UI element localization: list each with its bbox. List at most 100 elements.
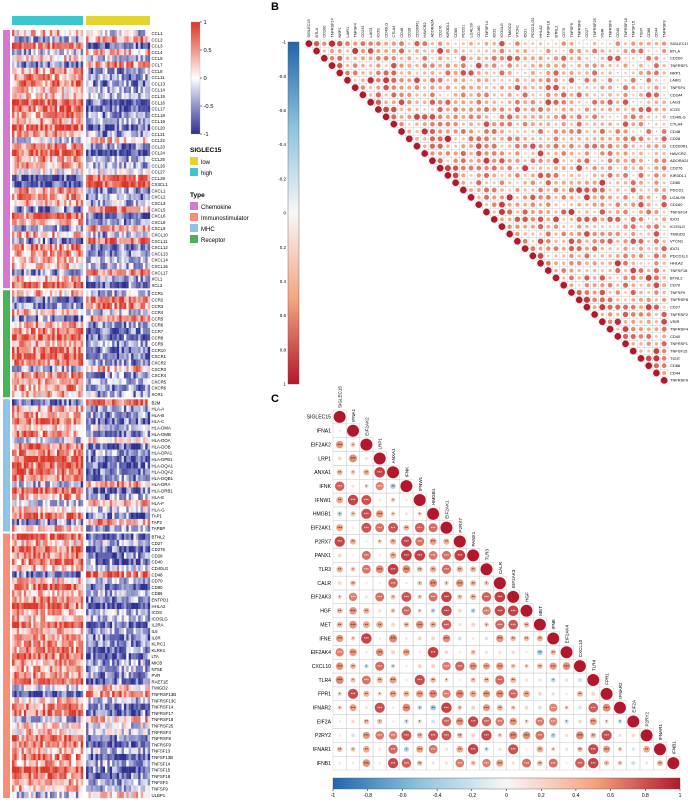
b-colorbar-tick-label: 0.8 — [280, 347, 287, 352]
svg-text:**: ** — [391, 553, 395, 558]
b-dots: * * * * * * * * * * * * * * * * — [305, 40, 668, 384]
svg-text:**: ** — [405, 622, 409, 627]
c-colorbar-tick-label: 0.6 — [607, 793, 614, 799]
c-gene-label-diag: IFNAR1 — [658, 724, 663, 741]
svg-text:*: * — [472, 650, 474, 655]
svg-text:*: * — [419, 512, 421, 517]
svg-text:**: ** — [512, 678, 516, 683]
svg-text:*: * — [352, 442, 354, 447]
b-gene-label-top: CD70 — [562, 28, 566, 38]
panel-b-label: B — [271, 1, 279, 13]
a-legend-type-title: Type — [190, 192, 205, 199]
svg-text:*: * — [606, 761, 608, 766]
a-legend-item-label: Receptor — [201, 238, 225, 244]
svg-text:***: *** — [431, 525, 436, 530]
svg-text:*: * — [486, 622, 488, 627]
b-gene-label-top: CD200R1 — [415, 21, 419, 38]
svg-text:***: *** — [444, 733, 449, 738]
a-gene-label: CCR6 — [152, 323, 164, 328]
svg-text:***: *** — [457, 692, 462, 697]
c-gene-label: HMGB1 — [313, 512, 331, 518]
svg-text:***: *** — [564, 664, 569, 669]
c-gene-label: IFNA1 — [317, 429, 332, 435]
b-gene-label: CD86 — [670, 363, 681, 368]
a-gene-label: TNFSF9 — [152, 786, 169, 791]
a-gene-label: TNFSF15 — [152, 768, 171, 773]
a-gene-label: CD48 — [152, 572, 164, 577]
b-gene-label: TNFSF15 — [670, 348, 688, 353]
b-gene-label-top: CD244 — [361, 26, 365, 38]
a-gene-label: HLA-DQA1 — [152, 463, 174, 468]
svg-text:***: *** — [591, 761, 596, 766]
a-gene-label: CXCR6 — [152, 386, 167, 391]
a-gene-label: CCL3 — [152, 44, 164, 49]
c-labels: SIGLEC15 SIGLEC15 IFNA1 IFNA1 EIF2AK2 EIF2AK2… — [307, 386, 677, 767]
a-gene-label: IL6R — [152, 635, 161, 640]
svg-text:***: *** — [551, 664, 556, 669]
svg-text:***: *** — [377, 650, 382, 655]
svg-text:**: ** — [472, 581, 476, 586]
b-gene-label-top: CD200 — [323, 26, 327, 38]
c-gene-label-diag: HMGB1 — [431, 488, 436, 505]
svg-text:*: * — [619, 747, 621, 752]
a-gene-label: HLA-DQA2 — [152, 470, 174, 475]
svg-text:**: ** — [431, 567, 435, 572]
svg-text:***: *** — [364, 733, 369, 738]
a-gene-label: PVR — [152, 673, 161, 678]
b-gene-label: VSIR — [670, 319, 679, 324]
b-gene-label: CD70 — [670, 283, 681, 288]
b-gene-label: TNFSF18 — [670, 268, 688, 273]
c-colorbar-tick-label: 0 — [505, 793, 508, 799]
svg-text:***: *** — [391, 636, 396, 641]
a-gene-label: CXCL5 — [152, 207, 166, 212]
a-gene-label: TNFRSF4 — [152, 730, 172, 735]
b-gene-label-top: TNFRSF8 — [577, 20, 581, 37]
a-gene-label: CXCR3 — [152, 367, 167, 372]
b-colorbar-tick-label: -0.2 — [278, 176, 286, 181]
svg-text:**: ** — [365, 747, 369, 752]
c-gene-label-diag: IFNW1 — [418, 476, 423, 491]
a-gene-label: CD70 — [152, 579, 164, 584]
c-gene-label: EIF2A — [317, 719, 332, 725]
svg-text:*: * — [339, 512, 341, 517]
panel-b-corrplot: -1-0.8-0.6-0.4-0.200.20.40.60.81*** * *** *… — [278, 17, 688, 386]
a-legend-swatch — [190, 224, 198, 232]
b-gene-label-top: TNFRSF25 — [593, 18, 597, 37]
svg-text:***: *** — [364, 567, 369, 572]
svg-text:***: *** — [391, 567, 396, 572]
svg-text:*: * — [606, 719, 608, 724]
a-gene-label: CCL26 — [152, 163, 166, 168]
svg-text:**: ** — [538, 650, 542, 655]
b-gene-label: ICOSLG — [670, 224, 685, 229]
svg-text:*: * — [379, 692, 381, 697]
svg-text:*: * — [648, 122, 650, 127]
c-colorbar — [332, 777, 681, 790]
a-gene-label: CXCR2 — [152, 360, 167, 365]
svg-text:*: * — [379, 539, 381, 544]
a-gene-label: ULBP1 — [152, 793, 166, 798]
b-colorbar-tick-label: -0.4 — [278, 142, 286, 147]
svg-text:***: *** — [591, 719, 596, 724]
a-gene-label: HLA-DRB1 — [152, 488, 174, 493]
svg-text:**: ** — [405, 525, 409, 530]
c-gene-label-diag: TLR3 — [484, 549, 489, 561]
svg-text:***: *** — [497, 622, 502, 627]
a-gene-label: CCL2 — [152, 37, 164, 42]
a-gene-label: CXCL3 — [152, 201, 166, 206]
svg-text:*: * — [552, 733, 554, 738]
svg-text:***: *** — [431, 692, 436, 697]
c-gene-label: EIF2AK1 — [311, 525, 332, 531]
svg-text:***: *** — [417, 622, 422, 627]
svg-text:*: * — [455, 56, 457, 61]
svg-text:***: *** — [391, 692, 396, 697]
b-grid — [304, 39, 669, 385]
b-gene-label: TNFRSF4 — [670, 327, 688, 332]
b-gene-label: CD28 — [670, 136, 681, 141]
a-gene-label: CD40LG — [152, 566, 169, 571]
svg-text:*: * — [578, 41, 580, 46]
b-gene-label-top: CD80 — [454, 28, 458, 38]
svg-text:***: *** — [497, 719, 502, 724]
c-colorbar-tick-label: 0.8 — [642, 793, 649, 799]
a-gene-label: CCR1 — [152, 291, 164, 296]
c-gene-label-diag: TLR4 — [591, 659, 596, 671]
